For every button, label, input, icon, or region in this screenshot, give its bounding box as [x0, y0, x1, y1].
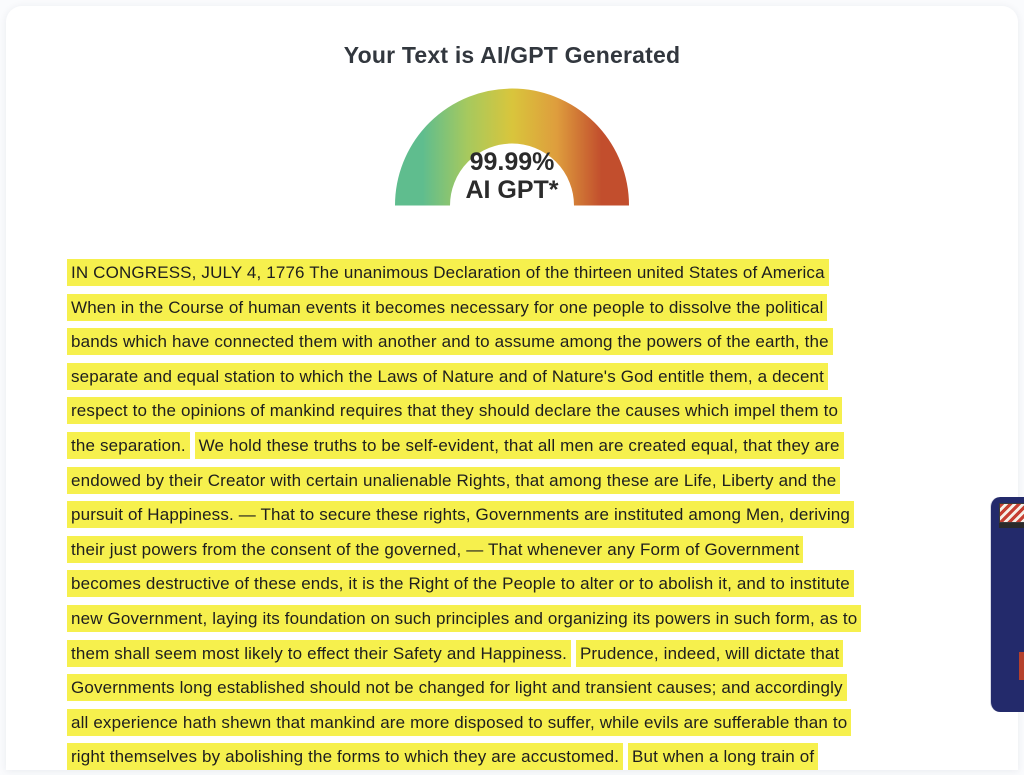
- text-line: becomes destructive of these ends, it is…: [67, 567, 966, 602]
- gauge-percentage: 99.99%: [469, 148, 555, 176]
- highlighted-sentence-segment: respect to the opinions of mankind requi…: [67, 397, 843, 425]
- gauge-readout: 99.99% AI GPT*: [395, 148, 629, 204]
- ad-logo-band: [999, 523, 1024, 528]
- text-line: IN CONGRESS, JULY 4, 1776 The unanimous …: [67, 256, 966, 291]
- highlighted-sentence-segment: all experience hath shewn that mankind a…: [67, 708, 852, 736]
- result-card: Your Text is AI/GPT Generated 99.99% AI …: [6, 6, 1018, 771]
- highlighted-sentence-segment: IN CONGRESS, JULY 4, 1776 The unanimous …: [67, 259, 829, 286]
- text-line: Governments long established should not …: [67, 671, 966, 706]
- text-line: their just powers from the consent of th…: [67, 533, 966, 568]
- text-line: all experience hath shewn that mankind a…: [67, 706, 966, 741]
- highlighted-sentence-segment: them shall seem most likely to effect th…: [67, 639, 572, 667]
- ad-banner[interactable]: [990, 497, 1024, 712]
- text-line: bands which have connected them with ano…: [67, 325, 966, 360]
- text-line: When in the Course of human events it be…: [67, 291, 966, 326]
- highlighted-sentence-segment: new Government, laying its foundation on…: [67, 604, 862, 632]
- text-line: respect to the opinions of mankind requi…: [67, 394, 966, 429]
- highlighted-sentence-segment: becomes destructive of these ends, it is…: [67, 570, 854, 598]
- highlighted-sentence-segment: But when a long train of: [628, 743, 819, 771]
- ad-accent-bar: [1019, 652, 1024, 680]
- text-line: separate and equal station to which the …: [67, 360, 966, 395]
- highlighted-sentence-segment: right themselves by abolishing the forms…: [67, 743, 624, 771]
- ai-score-gauge: 99.99% AI GPT*: [395, 88, 629, 207]
- ad-logo-icon: [999, 503, 1024, 523]
- highlighted-sentence-segment: their just powers from the consent of th…: [67, 535, 804, 563]
- text-line: endowed by their Creator with certain un…: [67, 464, 966, 499]
- result-title: Your Text is AI/GPT Generated: [343, 42, 681, 68]
- text-line: them shall seem most likely to effect th…: [67, 637, 966, 672]
- highlighted-sentence-segment: Governments long established should not …: [67, 674, 847, 702]
- highlighted-sentence-segment: separate and equal station to which the …: [67, 362, 829, 390]
- highlighted-sentence-segment: bands which have connected them with ano…: [67, 328, 833, 356]
- analyzed-text: IN CONGRESS, JULY 4, 1776 The unanimous …: [6, 256, 966, 775]
- text-line: the separation. We hold these truths to …: [67, 429, 966, 464]
- highlighted-sentence-segment: Prudence, indeed, will dictate that: [575, 639, 844, 667]
- text-line: pursuit of Happiness. — That to secure t…: [67, 498, 966, 533]
- highlighted-sentence-segment: the separation.: [67, 431, 190, 459]
- highlighted-sentence-segment: pursuit of Happiness. — That to secure t…: [67, 501, 854, 529]
- highlighted-sentence-segment: When in the Course of human events it be…: [67, 293, 828, 321]
- gauge-label: AI GPT*: [465, 176, 559, 204]
- text-line: right themselves by abolishing the forms…: [67, 740, 966, 775]
- highlighted-sentence-segment: We hold these truths to be self-evident,…: [194, 431, 844, 459]
- highlighted-sentence-segment: endowed by their Creator with certain un…: [67, 466, 841, 494]
- text-line: new Government, laying its foundation on…: [67, 602, 966, 637]
- gauge-arc: [395, 88, 629, 207]
